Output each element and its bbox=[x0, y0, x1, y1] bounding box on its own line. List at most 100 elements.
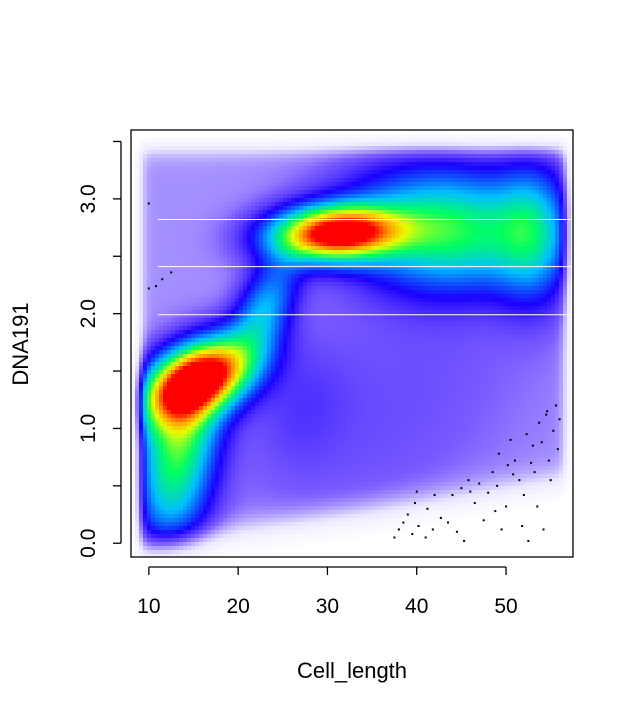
density-cell bbox=[167, 154, 172, 159]
density-cell bbox=[371, 158, 376, 163]
density-cell bbox=[523, 282, 528, 287]
density-cell bbox=[239, 198, 244, 203]
density-cell bbox=[567, 214, 572, 219]
density-cell bbox=[459, 186, 464, 191]
density-cell bbox=[375, 270, 380, 275]
density-cell bbox=[171, 214, 176, 219]
density-cell bbox=[411, 314, 416, 319]
density-cell bbox=[191, 154, 196, 159]
density-cell bbox=[459, 314, 464, 319]
density-cell bbox=[463, 214, 468, 219]
density-cell bbox=[319, 254, 324, 259]
density-cell bbox=[335, 286, 340, 291]
density-cell bbox=[319, 270, 324, 275]
density-cell bbox=[411, 262, 416, 267]
density-cell bbox=[543, 302, 548, 307]
density-cell bbox=[187, 246, 192, 251]
density-cell bbox=[135, 282, 140, 287]
density-cell bbox=[391, 234, 396, 239]
density-cell bbox=[403, 250, 408, 255]
density-cell bbox=[203, 298, 208, 303]
density-cell bbox=[275, 178, 280, 183]
density-cell bbox=[367, 234, 372, 239]
density-cell bbox=[283, 138, 288, 143]
density-cell bbox=[179, 162, 184, 167]
density-cell bbox=[195, 262, 200, 267]
density-cell bbox=[143, 214, 148, 219]
density-cell bbox=[527, 258, 532, 263]
density-cell bbox=[571, 214, 573, 219]
density-cell bbox=[323, 142, 328, 147]
density-cell bbox=[331, 162, 336, 167]
density-cell bbox=[171, 154, 176, 159]
density-cell bbox=[207, 174, 212, 179]
density-cell bbox=[247, 270, 252, 275]
density-cell bbox=[219, 294, 224, 299]
density-cell bbox=[311, 294, 316, 299]
density-cell bbox=[351, 258, 356, 263]
density-cell bbox=[307, 158, 312, 163]
density-cell bbox=[315, 198, 320, 203]
density-cell bbox=[171, 310, 176, 315]
density-cell bbox=[175, 266, 180, 271]
density-cell bbox=[263, 150, 268, 155]
density-cell bbox=[171, 182, 176, 187]
density-cell bbox=[431, 262, 436, 267]
density-cell bbox=[391, 146, 396, 151]
density-cell bbox=[355, 234, 360, 239]
density-cell bbox=[299, 222, 304, 227]
density-cell bbox=[287, 162, 292, 167]
density-cell bbox=[351, 286, 356, 291]
density-cell bbox=[363, 282, 368, 287]
density-cell bbox=[231, 222, 236, 227]
density-cell bbox=[243, 258, 248, 263]
density-cell bbox=[163, 142, 168, 147]
density-cell bbox=[267, 174, 272, 179]
density-cell bbox=[219, 182, 224, 187]
density-cell bbox=[379, 254, 384, 259]
density-cell bbox=[511, 306, 516, 311]
density-cell bbox=[411, 246, 416, 251]
density-cell bbox=[475, 230, 480, 235]
density-cell bbox=[215, 202, 220, 207]
density-cell bbox=[551, 142, 556, 147]
density-cell bbox=[155, 154, 160, 159]
density-cell bbox=[335, 230, 340, 235]
density-cell bbox=[407, 302, 412, 307]
density-cell bbox=[415, 214, 420, 219]
density-cell bbox=[303, 258, 308, 263]
density-cell bbox=[307, 238, 312, 243]
density-cell bbox=[239, 242, 244, 247]
density-cell bbox=[507, 218, 512, 223]
density-cell bbox=[259, 194, 264, 199]
density-cell bbox=[359, 298, 364, 303]
density-cell bbox=[271, 166, 276, 171]
density-cell bbox=[551, 286, 556, 291]
density-cell bbox=[423, 290, 428, 295]
density-cell bbox=[531, 258, 536, 263]
density-cell bbox=[239, 186, 244, 191]
density-cell bbox=[215, 262, 220, 267]
density-cell bbox=[227, 226, 232, 231]
density-cell bbox=[479, 138, 484, 143]
density-cell bbox=[283, 242, 288, 247]
density-cell bbox=[403, 162, 408, 167]
density-cell bbox=[187, 286, 192, 291]
density-cell bbox=[499, 278, 504, 283]
density-cell bbox=[259, 306, 264, 311]
density-cell bbox=[267, 306, 272, 311]
density-cell bbox=[235, 186, 240, 191]
density-cell bbox=[543, 198, 548, 203]
density-cell bbox=[247, 198, 252, 203]
density-cell bbox=[415, 290, 420, 295]
density-cell bbox=[439, 250, 444, 255]
density-cell bbox=[355, 154, 360, 159]
density-cell bbox=[483, 146, 488, 151]
density-cell bbox=[399, 182, 404, 187]
density-cell bbox=[183, 150, 188, 155]
density-cell bbox=[347, 178, 352, 183]
density-cell bbox=[539, 266, 544, 271]
density-cell bbox=[555, 290, 560, 295]
density-cell bbox=[199, 170, 204, 175]
density-cell bbox=[423, 238, 428, 243]
